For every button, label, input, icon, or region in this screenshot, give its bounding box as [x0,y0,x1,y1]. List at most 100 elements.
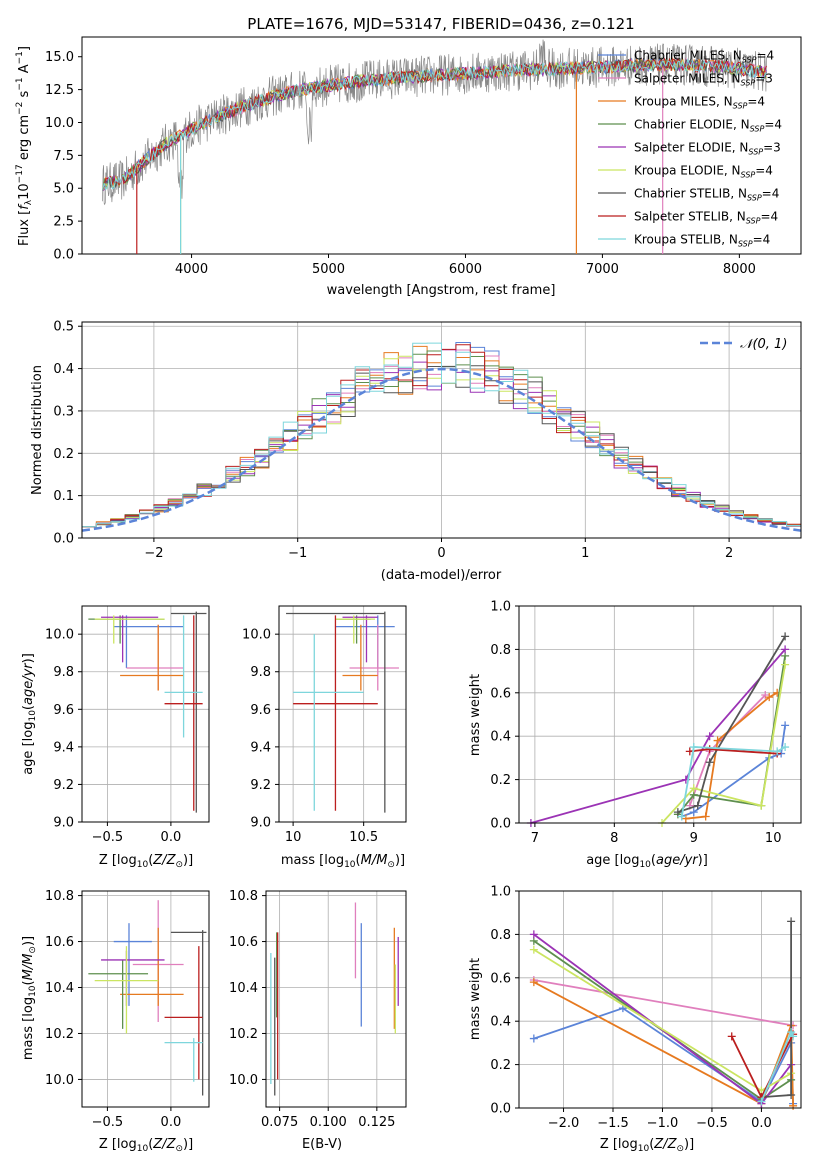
agew-ytick-label: 0.0 [490,817,511,832]
ebv-ytick-label: 10.6 [229,935,258,950]
spectrum-xtick-label: 4000 [175,262,208,277]
spectrum-xlabel: wavelength [Angstrom, rest frame] [327,283,556,298]
legend-label-chabrier_miles: Chabrier MILES, NSSP=4 [634,49,774,65]
zage-ytick-label: 9.0 [53,816,74,831]
agew-marker-salpeter_elodie [781,645,790,654]
agew-ytick-label: 0.2 [490,773,511,788]
zw-xtick-label: −1.0 [647,1116,679,1131]
zmass-ytick-label: 10.6 [45,935,74,950]
agew-xtick-label: 7 [531,831,539,846]
agew-line-salpeter_elodie [530,648,786,824]
agew-marker-kroupa_stelib [689,743,698,752]
zw-ytick-label: 0.4 [490,1015,511,1030]
zw-line-salpeter_miles [533,979,794,1027]
massage-ytick-label: 9.0 [250,816,271,831]
massage-ytick-label: 9.6 [250,703,271,718]
zage-ylabel: age [log10(age/yr)] [21,653,38,775]
spectrum-xtick-label: 8000 [723,262,756,277]
zmass-frame [81,890,210,1108]
residual-ytick-label: 0.0 [53,532,74,547]
ebv-ytick-label: 10.4 [229,981,258,996]
agew-marker-kroupa_elodie [757,801,766,810]
zage-ytick-label: 9.2 [53,778,74,793]
residual-ytick-label: 0.3 [53,404,74,419]
zw-ytick-label: 0.0 [490,1102,511,1117]
residual-panel: −2 −1 0 1 2 0.0 0.1 0.2 0.3 0.4 0.5 𝒩(0, 1) (data-… [30,320,802,583]
spectrum-panel: 4000 5000 6000 7000 8000 0.0 2.5 5.0 7.5 10.0 12.5… [15,36,802,298]
massage-xtick-label: 10 [285,830,302,845]
legend-label-chabrier_stelib: Chabrier STELIB, NSSP=4 [634,187,779,203]
zw-ytick-label: 1.0 [490,885,511,900]
agew-xtick-label: 8 [610,831,618,846]
agew-marker-chabrier_stelib [673,808,682,817]
zw-line-chabrier_miles [533,1007,794,1104]
model-spectrum-kroupa_stelib [102,58,767,191]
spectrum-legend: Chabrier MILES, NSSP=4 Salpeter MILES, NS… [598,49,782,249]
zage-ytick-label: 9.8 [53,665,74,680]
zw-ytick-label: 0.8 [490,928,511,943]
zmass-ytick-label: 10.2 [45,1027,74,1042]
residual-xtick-label: 0 [437,546,445,561]
massage-ytick-label: 9.8 [250,665,271,680]
agew-xtick-label: 10 [765,831,782,846]
spectrum-frame [81,36,802,255]
zage-ytick-label: 9.4 [53,740,74,755]
zw-marker-kroupa_stelib [787,1028,796,1037]
z-age-panel: −0.5 0.0 9.0 9.2 9.4 9.6 9.8 10.0 [45,605,210,845]
zmass-ytick-label: 10.0 [45,1073,74,1088]
residual-xtick-label: 1 [581,546,589,561]
legend-label-kroupa_miles: Kroupa MILES, NSSP=4 [634,95,765,111]
spectrum-ytick-label: 5.0 [53,182,74,197]
residual-xtick-label: −2 [144,546,163,561]
zw-ytick-label: 0.6 [490,971,511,986]
legend-label-kroupa_stelib: Kroupa STELIB, NSSP=4 [634,233,770,249]
spectrum-ylabel: Flux [fλ10−17 erg cm−2 s−1 A−1] [15,46,34,246]
zage-xtick-label: −0.5 [92,830,124,845]
agew-marker-kroupa_stelib [677,812,686,821]
ebv-ytick-label: 10.0 [229,1073,258,1088]
spectrum-lines [102,39,767,254]
legend-label-salpeter_stelib: Salpeter STELIB, NSSP=4 [634,210,778,226]
residual-ytick-label: 0.4 [53,362,74,377]
normal-curve [81,367,802,532]
zage-xtick-label: 0.0 [161,830,182,845]
ebv-mass-panel: 0.075 0.100 0.125 10.0 10.2 10.4 10.6 10.8 [229,889,407,1130]
ebv-xtick-label: 0.100 [310,1115,347,1130]
zmass-xtick-label: 0.0 [161,1115,182,1130]
agew-xtick-label: 9 [690,831,698,846]
ebv-frame [265,890,407,1108]
agew-marker-kroupa_elodie [781,660,790,669]
residual-ytick-label: 0.5 [53,320,74,335]
zw-marker-salpeter_elodie [529,930,538,939]
zmass-ylabel: mass [log10(M/M⊙)] [21,936,38,1060]
agew-marker-salpeter_elodie [705,732,714,741]
zw-marker-chabrier_miles [529,1034,538,1043]
zmass-xlabel: Z [log10(Z/Z⊙)] [99,1137,193,1154]
agew-line-chabrier_stelib [677,635,786,813]
agew-marker-kroupa_stelib [781,743,790,752]
agew-marker-chabrier_stelib [693,801,702,810]
zw-xlabel: Z [log10(Z/Z⊙)] [600,1137,694,1154]
massage-ytick-label: 10.0 [242,628,271,643]
residual-ytick-label: 0.2 [53,447,74,462]
agew-line-kroupa_stelib [680,746,786,817]
zw-xtick-label: −1.5 [597,1116,629,1131]
zw-marker-kroupa_miles [529,978,538,987]
agew-ylabel: mass weight [468,674,483,756]
ebv-ytick-label: 10.2 [229,1027,258,1042]
spectrum-xtick-label: 6000 [449,262,482,277]
spectrum-ytick-label: 7.5 [53,149,74,164]
zmass-ytick-label: 10.8 [45,889,74,904]
residual-xtick-label: −1 [288,546,307,561]
legend-label-kroupa_elodie: Kroupa ELODIE, NSSP=4 [634,164,773,180]
legend-label-salpeter_miles: Salpeter MILES, NSSP=3 [634,72,773,88]
zage-ytick-label: 9.6 [53,703,74,718]
zage-xlabel: Z [log10(Z/Z⊙)] [99,853,193,870]
agew-ytick-label: 0.6 [490,686,511,701]
agew-marker-chabrier_stelib [781,632,790,641]
agew-line-kroupa_elodie [661,664,786,824]
zw-xtick-label: 0.0 [751,1116,772,1131]
massage-frame [278,605,407,823]
zw-marker-chabrier_stelib [787,917,796,926]
